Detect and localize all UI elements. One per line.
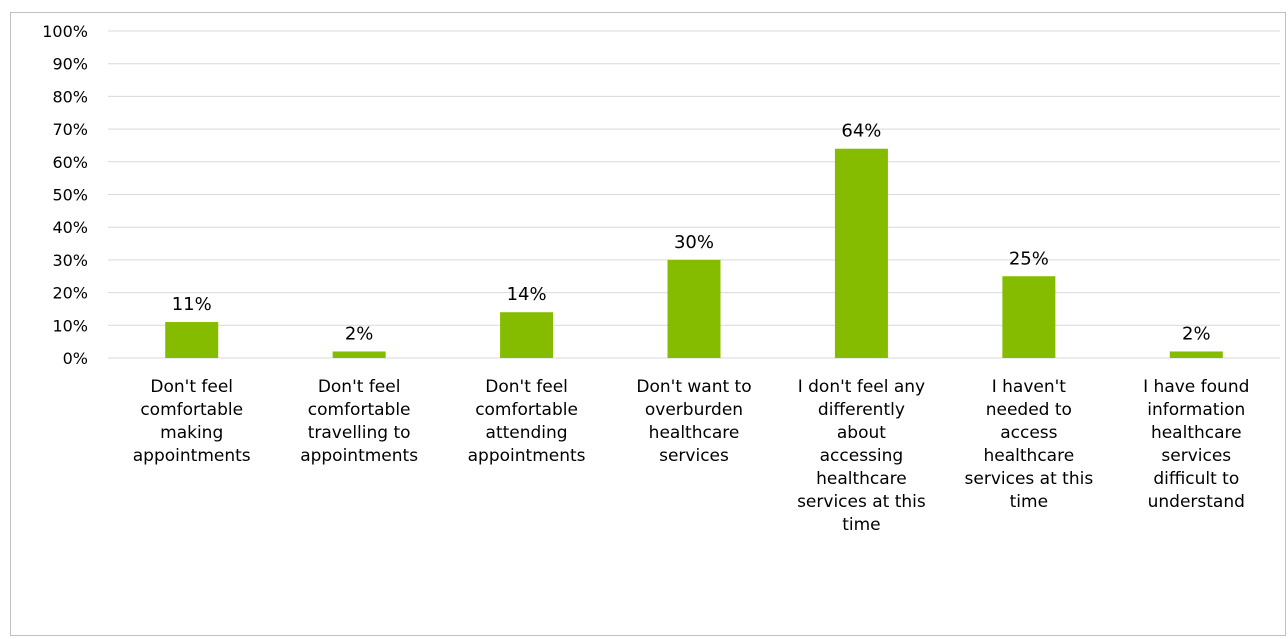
y-tick-label: 100% xyxy=(42,22,88,41)
category-label: Don't feel comfortable making appointments xyxy=(133,377,251,466)
data-label: 64% xyxy=(841,121,881,142)
category-label-line: services at this xyxy=(965,469,1094,489)
category-label-line: healthcare xyxy=(649,423,740,443)
category-label-line: healthcare xyxy=(1151,423,1242,443)
bars xyxy=(165,148,1223,358)
data-label: 11% xyxy=(172,294,212,315)
category-label-line: access xyxy=(1000,423,1057,443)
category-label-line: information xyxy=(1147,400,1245,420)
category-label-line: I don't feel any xyxy=(798,377,925,397)
category-label-line: comfortable xyxy=(140,400,243,420)
category-label-line: Don't feel xyxy=(150,377,233,397)
category-label-line: accessing xyxy=(820,446,904,466)
y-tick-label: 90% xyxy=(52,55,88,74)
data-label: 2% xyxy=(1182,323,1211,344)
y-axis-ticks: 0% 10% 20% 30% 40% 50% 60% 70% 80% 90% 100% xyxy=(42,22,88,368)
y-tick-label: 30% xyxy=(52,251,88,270)
category-label-line: differently xyxy=(818,400,905,420)
gridlines xyxy=(108,30,1280,359)
category-label-line: needed to xyxy=(986,400,1072,420)
category-labels: Don't feel comfortable making appointmentsD… xyxy=(133,377,1250,535)
category-label-line: appointments xyxy=(468,446,586,466)
category-label-line: appointments xyxy=(133,446,251,466)
data-labels: 11% 2% 14% 30% 64% 25% 2% xyxy=(172,121,1211,345)
bar xyxy=(834,148,888,358)
data-label: 25% xyxy=(1009,248,1049,269)
data-label: 2% xyxy=(345,323,374,344)
data-label: 14% xyxy=(507,284,547,305)
category-label-line: Don't feel xyxy=(485,377,568,397)
category-label-line: comfortable xyxy=(475,400,578,420)
bar xyxy=(1002,276,1056,358)
category-label-line: overburden xyxy=(645,400,743,420)
category-label: I haven't needed to access healthcare servic… xyxy=(965,377,1094,512)
bar xyxy=(165,322,219,358)
category-label-line: travelling to xyxy=(308,423,411,443)
y-tick-label: 70% xyxy=(52,120,88,139)
category-label-line: Don't feel xyxy=(318,377,401,397)
category-label-line: about xyxy=(837,423,886,443)
category-label: I have found information healthcare service… xyxy=(1143,377,1249,512)
y-tick-label: 80% xyxy=(52,87,88,106)
category-label-line: I haven't xyxy=(992,377,1067,397)
category-label-line: healthcare xyxy=(984,446,1075,466)
category-label-line: time xyxy=(842,515,880,535)
bar xyxy=(1169,351,1223,358)
category-label-line: I have found xyxy=(1143,377,1249,397)
category-label-line: difficult to xyxy=(1153,469,1239,489)
bar xyxy=(500,312,554,358)
category-label-line: making xyxy=(160,423,223,443)
y-tick-label: 60% xyxy=(52,153,88,172)
category-label: Don't feel comfortable travelling to appoin… xyxy=(300,377,418,466)
category-label-line: Don't want to xyxy=(636,377,751,397)
category-label: I don't feel any differently about accessin… xyxy=(797,377,926,535)
category-label-line: understand xyxy=(1148,492,1245,512)
category-label-line: time xyxy=(1010,492,1048,512)
category-label-line: services xyxy=(1161,446,1231,466)
chart-frame xyxy=(10,12,1286,636)
y-tick-label: 40% xyxy=(52,218,88,237)
category-label: Don't want to overburden healthcare service… xyxy=(636,377,751,466)
y-tick-label: 50% xyxy=(52,186,88,205)
category-label-line: attending xyxy=(486,423,568,443)
y-tick-label: 20% xyxy=(52,284,88,303)
category-label: Don't feel comfortable attending appointmen… xyxy=(468,377,586,466)
bar xyxy=(332,351,386,358)
category-label-line: services xyxy=(659,446,729,466)
category-label-line: appointments xyxy=(300,446,418,466)
category-label-line: healthcare xyxy=(816,469,907,489)
category-label-line: comfortable xyxy=(308,400,411,420)
data-label: 30% xyxy=(674,232,714,253)
category-label-line: services at this xyxy=(797,492,926,512)
bar xyxy=(667,259,721,358)
y-tick-label: 10% xyxy=(52,316,88,335)
y-tick-label: 0% xyxy=(63,349,88,368)
